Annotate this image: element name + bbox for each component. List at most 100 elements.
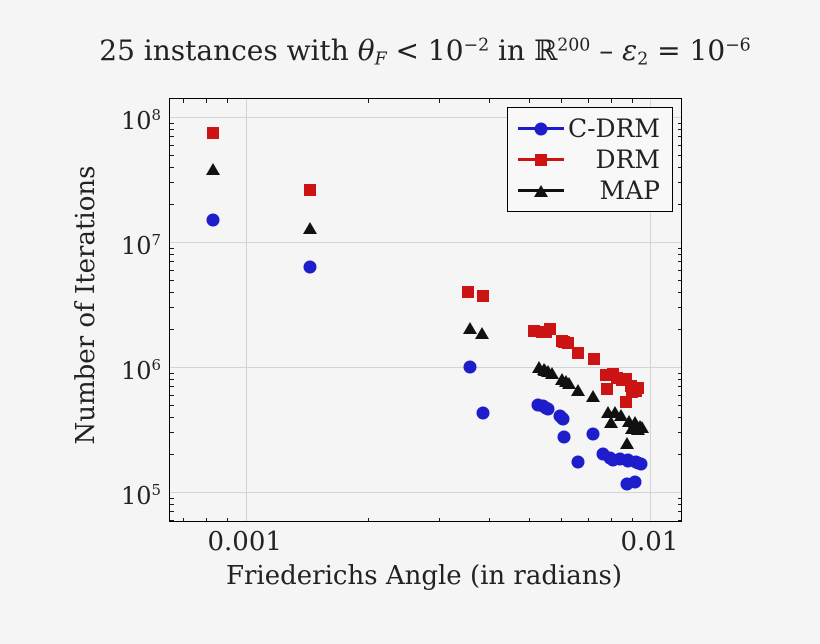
x-axis-tick bbox=[438, 99, 440, 103]
data-point-c-drm bbox=[206, 213, 220, 227]
data-point-drm bbox=[572, 347, 585, 360]
x-axis-tick bbox=[489, 517, 491, 521]
data-point-drm bbox=[303, 184, 316, 197]
y-axis-tick bbox=[677, 154, 681, 156]
data-point-drm bbox=[206, 126, 219, 139]
y-axis-tick bbox=[170, 122, 174, 124]
square-marker-icon bbox=[535, 153, 547, 166]
triangle-marker-icon bbox=[534, 184, 548, 197]
y-axis-tick bbox=[677, 497, 681, 499]
y-gridline bbox=[170, 366, 681, 368]
title-segment: −6 bbox=[725, 35, 751, 56]
data-point-map bbox=[302, 222, 317, 235]
y-axis-tick bbox=[170, 154, 174, 156]
data-point-map bbox=[586, 389, 601, 402]
x-axis-tick bbox=[206, 99, 208, 103]
data-point-drm bbox=[632, 381, 645, 394]
y-axis-tick bbox=[677, 254, 681, 256]
y-axis-tick bbox=[677, 379, 681, 381]
y-axis-tick bbox=[170, 182, 174, 184]
title-segment: = 10 bbox=[648, 34, 726, 67]
legend-item-map: MAP bbox=[508, 175, 672, 206]
y-axis-tick bbox=[677, 329, 681, 331]
x-axis-tick bbox=[183, 99, 185, 103]
y-axis-tick bbox=[677, 519, 681, 521]
data-point-drm bbox=[619, 396, 632, 409]
x-axis-label: Friederichs Angle (in radians) bbox=[225, 561, 623, 591]
data-point-c-drm bbox=[463, 360, 477, 374]
legend-line-c-drm bbox=[518, 122, 564, 135]
title-segment: θ bbox=[357, 34, 375, 67]
y-axis-tick bbox=[677, 291, 681, 293]
legend-item-c-drm: C-DRM bbox=[508, 113, 672, 144]
y-axis-tick bbox=[677, 404, 681, 406]
title-segment: < 10 bbox=[386, 34, 464, 67]
x-axis-tick bbox=[367, 517, 369, 521]
data-point-map bbox=[620, 436, 635, 449]
chart-title: 25 instances with θF < 10−2 in ℝ200 – ε2… bbox=[30, 34, 820, 69]
y-axis-tick bbox=[170, 416, 174, 418]
y-axis-tick bbox=[677, 247, 681, 249]
y-axis-tick bbox=[677, 504, 681, 506]
x-axis-tick bbox=[438, 517, 440, 521]
y-axis-tick bbox=[170, 404, 174, 406]
x-tick-label: 0.01 bbox=[620, 527, 679, 557]
x-axis-tick bbox=[587, 99, 589, 103]
y-axis-tick bbox=[170, 432, 174, 434]
legend-label-drm: DRM bbox=[595, 145, 660, 174]
x-tick-label: 0.001 bbox=[207, 527, 282, 557]
y-axis-label: Number of Iterations bbox=[71, 165, 101, 445]
y-axis-tick bbox=[170, 136, 174, 138]
x-axis-tick bbox=[489, 99, 491, 103]
data-point-drm bbox=[462, 285, 475, 298]
y-tick-label: 105 bbox=[120, 480, 161, 510]
y-axis-tick bbox=[170, 279, 174, 281]
y-gridline bbox=[170, 116, 681, 118]
y-axis-tick bbox=[170, 204, 174, 206]
x-axis-tick bbox=[227, 517, 229, 521]
title-segment: −2 bbox=[463, 35, 490, 56]
y-axis-tick bbox=[170, 144, 174, 146]
legend-line-map bbox=[518, 184, 564, 197]
y-axis-tick bbox=[677, 182, 681, 184]
title-segment: ε bbox=[622, 34, 638, 67]
y-axis-tick bbox=[677, 432, 681, 434]
x-axis-tick bbox=[367, 99, 369, 103]
y-axis-tick bbox=[677, 386, 681, 388]
data-point-c-drm bbox=[557, 430, 571, 444]
data-point-drm bbox=[601, 382, 614, 395]
data-point-map bbox=[463, 321, 478, 334]
y-axis-tick bbox=[170, 291, 174, 293]
y-gridline bbox=[170, 241, 681, 243]
y-axis-tick bbox=[677, 128, 681, 130]
y-axis-tick bbox=[677, 511, 681, 513]
y-axis-tick bbox=[677, 122, 681, 124]
y-axis-tick bbox=[677, 204, 681, 206]
legend: C-DRM DRM MAP bbox=[507, 107, 673, 212]
data-point-map bbox=[571, 384, 586, 397]
y-axis-tick bbox=[170, 261, 174, 263]
x-gridline bbox=[650, 99, 652, 521]
x-axis-tick bbox=[560, 517, 562, 521]
title-segment: ℝ bbox=[533, 34, 558, 67]
y-axis-tick bbox=[677, 307, 681, 309]
data-point-c-drm bbox=[541, 402, 555, 416]
y-axis-tick bbox=[677, 166, 681, 168]
x-axis-tick bbox=[528, 517, 530, 521]
y-axis-tick bbox=[677, 144, 681, 146]
y-axis-tick bbox=[677, 269, 681, 271]
legend-label-c-drm: C-DRM bbox=[567, 114, 660, 143]
y-axis-tick bbox=[170, 497, 174, 499]
data-point-c-drm bbox=[303, 260, 317, 274]
title-segment: 25 instances with bbox=[99, 34, 358, 67]
y-axis-tick bbox=[170, 128, 174, 130]
y-gridline bbox=[170, 491, 681, 493]
x-axis-tick bbox=[183, 517, 185, 521]
y-tick-label: 108 bbox=[120, 105, 161, 135]
title-segment: F bbox=[374, 49, 387, 70]
x-gridline bbox=[245, 99, 247, 521]
y-axis-tick bbox=[170, 394, 174, 396]
y-axis-tick bbox=[170, 519, 174, 521]
data-point-c-drm bbox=[556, 412, 570, 426]
